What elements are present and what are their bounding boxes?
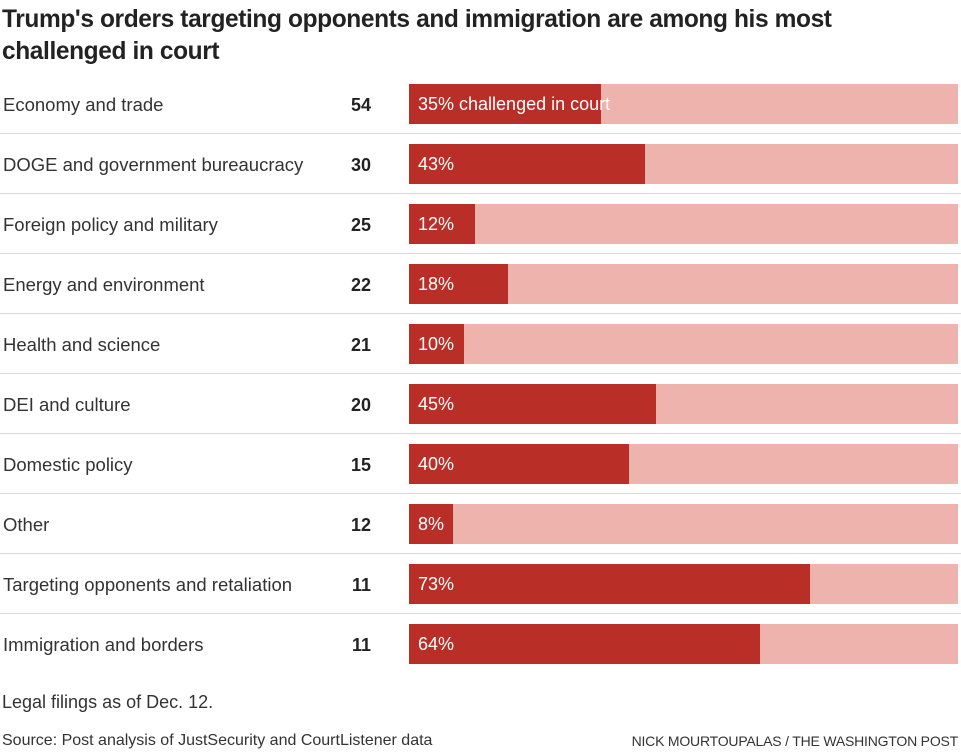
row-divider xyxy=(0,313,961,314)
chart-title: Trump's orders targeting opponents and i… xyxy=(2,5,832,65)
order-count: 11 xyxy=(351,635,371,655)
row-divider xyxy=(0,553,961,554)
chart-row: Other 12 8% xyxy=(0,494,961,554)
value-label: 73% xyxy=(418,574,455,594)
chart-row: DEI and culture 20 45% xyxy=(0,374,961,434)
category-label: Immigration and borders xyxy=(3,634,204,655)
bar-track: 35% challenged in court xyxy=(409,84,958,124)
order-count: 25 xyxy=(350,215,371,235)
category-label: Health and science xyxy=(3,334,161,355)
bar-track: 43% xyxy=(409,144,958,184)
bar-track: 73% xyxy=(409,564,958,604)
value-label: 12% xyxy=(418,214,455,234)
chart-source: Source: Post analysis of JustSecurity an… xyxy=(2,732,433,749)
row-divider xyxy=(0,373,961,374)
category-label: DOGE and government bureaucracy xyxy=(3,154,304,175)
row-divider xyxy=(0,433,961,434)
category-label: Foreign policy and military xyxy=(3,214,218,235)
category-label: Economy and trade xyxy=(3,94,164,115)
bar-track: 12% xyxy=(409,204,958,244)
bar-challenged xyxy=(409,564,810,604)
category-label: DEI and culture xyxy=(3,394,131,415)
value-label: 18% xyxy=(418,274,455,294)
row-divider xyxy=(0,253,961,254)
bar-not-challenged xyxy=(409,504,958,544)
value-label: 43% xyxy=(418,154,455,174)
chart-credit: NICK MOURTOUPALAS / THE WASHINGTON POST xyxy=(631,733,959,749)
row-divider xyxy=(0,193,961,194)
order-count: 30 xyxy=(350,155,371,175)
chart-row: Targeting opponents and retaliation 11 73% xyxy=(0,554,961,614)
order-count: 21 xyxy=(350,335,371,355)
bar-challenged xyxy=(409,444,629,484)
row-divider xyxy=(0,493,961,494)
value-label: 40% xyxy=(418,454,455,474)
order-count: 15 xyxy=(350,455,371,475)
category-label: Other xyxy=(3,514,50,535)
bar-track: 10% xyxy=(409,324,958,364)
value-label: 35% challenged in court xyxy=(418,94,611,114)
chart-row: DOGE and government bureaucracy 30 43% xyxy=(0,134,961,194)
chart-row: Foreign policy and military 25 12% xyxy=(0,194,961,254)
bar-challenged xyxy=(409,324,464,364)
chart-row: Energy and environment 22 18% xyxy=(0,254,961,314)
bar-track: 64% xyxy=(409,624,958,664)
bar-track: 45% xyxy=(409,384,958,424)
bar-track: 40% xyxy=(409,444,958,484)
bar-challenged xyxy=(409,204,475,244)
order-count: 54 xyxy=(350,95,371,115)
bar-challenged xyxy=(409,84,602,124)
order-count: 20 xyxy=(350,395,371,415)
value-label: 10% xyxy=(418,334,455,354)
value-label: 45% xyxy=(418,394,455,414)
chart-row: Immigration and borders 11 64% xyxy=(0,614,961,674)
bar-challenged xyxy=(409,384,657,424)
chart-row: Health and science 21 10% xyxy=(0,314,961,374)
order-count: 22 xyxy=(350,275,371,295)
chart-row: Economy and trade 54 35% challenged in cou… xyxy=(0,74,961,134)
category-label: Domestic policy xyxy=(3,454,133,475)
bar-challenged xyxy=(409,144,646,184)
order-count: 12 xyxy=(350,515,371,535)
bar-challenged xyxy=(409,264,508,304)
chart-note: Legal filings as of Dec. 12. xyxy=(2,692,214,712)
bar-not-challenged xyxy=(409,324,958,364)
order-count: 11 xyxy=(351,575,371,595)
bar-challenged xyxy=(409,504,453,544)
value-label: 8% xyxy=(418,514,445,534)
bar-track: 8% xyxy=(409,504,958,544)
bar-not-challenged xyxy=(409,204,958,244)
row-divider xyxy=(0,133,961,134)
value-label: 64% xyxy=(418,634,455,654)
row-divider xyxy=(0,613,961,614)
category-label: Energy and environment xyxy=(3,274,205,295)
bar-challenged xyxy=(409,624,761,664)
bar-track: 18% xyxy=(409,264,958,304)
chart-row: Domestic policy 15 40% xyxy=(0,434,961,494)
category-label: Targeting opponents and retaliation xyxy=(3,574,293,595)
